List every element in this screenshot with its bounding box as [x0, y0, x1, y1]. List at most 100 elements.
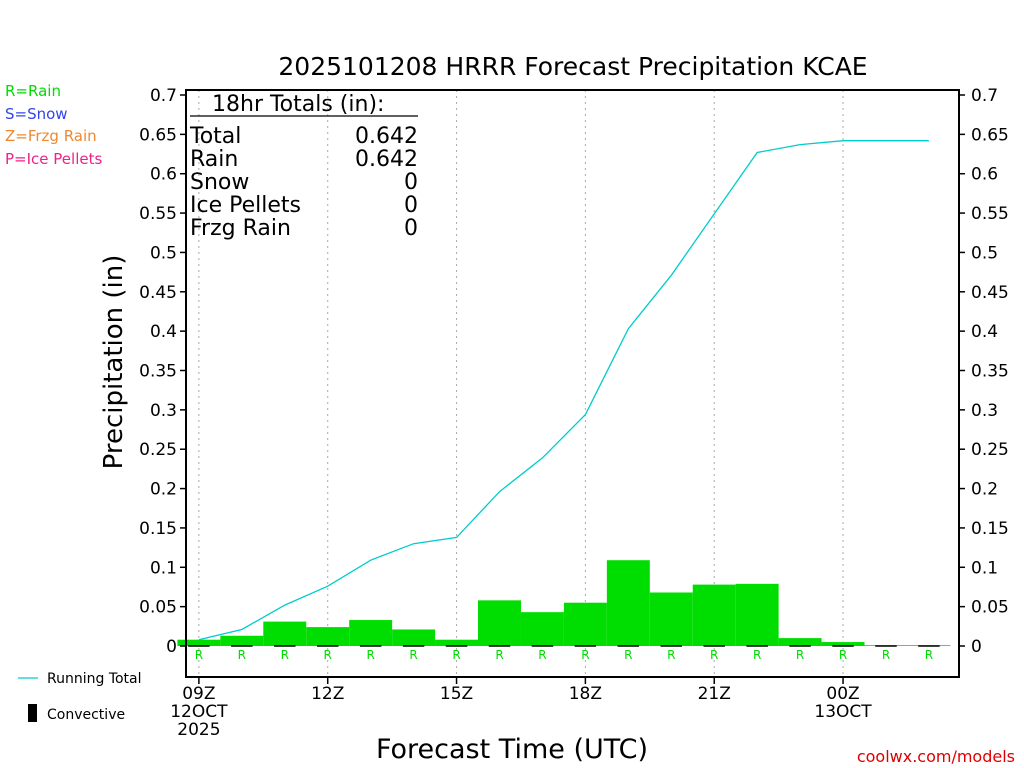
- y-tick-label-right-9: 0.45: [971, 283, 1009, 303]
- ptype-marker-13: R: [366, 648, 374, 662]
- x-tick-label-21Z-0: 21Z: [698, 684, 731, 704]
- totals-label-frzg-rain: Frzg Rain: [190, 216, 291, 241]
- ptype-marker-23: R: [796, 648, 804, 662]
- y-tick-label-right-7: 0.35: [971, 362, 1009, 382]
- y-tick-label-right-5: 0.25: [971, 440, 1009, 460]
- y-tick-label-right-3: 0.15: [971, 519, 1009, 539]
- y-tick-label-left-7: 0.35: [139, 362, 177, 382]
- y-tick-label-right-8: 0.4: [971, 322, 998, 342]
- x-tick-label-15Z-0: 15Z: [440, 684, 473, 704]
- ptype-marker-11: R: [281, 648, 289, 662]
- ptype-marker-15: R: [452, 648, 460, 662]
- totals-label-snow: Snow: [190, 170, 249, 195]
- y-tick-label-right-6: 0.3: [971, 401, 998, 421]
- legend-frzg-rain: Z=Frzg Rain: [5, 127, 97, 145]
- y-tick-label-left-8: 0.4: [150, 322, 177, 342]
- ptype-marker-12: R: [324, 648, 332, 662]
- credit-text: coolwx.com/models: [857, 747, 1015, 766]
- ptype-marker-22: R: [753, 648, 761, 662]
- x-tick-label-00Z-1: 13OCT: [814, 702, 872, 722]
- totals-label-total: Total: [189, 124, 241, 149]
- running-total-line: [198, 140, 929, 641]
- x-tick-label-09Z-1: 12OCT: [170, 702, 228, 722]
- ptype-marker-10: R: [238, 648, 246, 662]
- bar-21: [692, 584, 736, 646]
- bar-20: [649, 592, 693, 646]
- y-tick-label-left-9: 0.45: [139, 283, 177, 303]
- x-tick-label-12Z-0: 12Z: [311, 684, 344, 704]
- legend-snow: S=Snow: [5, 105, 68, 123]
- grid-lines: [198, 90, 844, 677]
- bar-14: [392, 629, 436, 646]
- legend-ice-pellets: P=Ice Pellets: [5, 150, 102, 168]
- running-total-legend-label: Running Total: [47, 671, 142, 687]
- bar-24: [821, 642, 865, 646]
- bar-17: [520, 612, 564, 646]
- y-tick-label-left-0: 0: [166, 637, 177, 657]
- y-tick-label-left-11: 0.55: [139, 204, 177, 224]
- y-tick-label-right-4: 0.2: [971, 480, 998, 500]
- y-tick-label-right-14: 0.7: [971, 86, 998, 106]
- y-tick-label-left-6: 0.3: [150, 401, 177, 421]
- bar-15: [435, 639, 479, 646]
- totals-value-total: 0.642: [355, 124, 418, 149]
- ptype-legend: R=Rain S=Snow Z=Frzg Rain P=Ice Pellets: [5, 82, 102, 168]
- y-tick-label-right-1: 0.05: [971, 598, 1009, 618]
- ptype-marker-14: R: [409, 648, 417, 662]
- legend-rain: R=Rain: [5, 82, 61, 100]
- ptype-marker-26: R: [925, 648, 933, 662]
- ptype-marker-25: R: [882, 648, 890, 662]
- y-tick-label-left-4: 0.2: [150, 480, 177, 500]
- bar-23: [778, 638, 822, 646]
- bar-18: [563, 602, 607, 646]
- chart-title: 2025101208 HRRR Forecast Precipitation K…: [278, 52, 867, 81]
- y-axis-label: Precipitation (in): [99, 255, 129, 470]
- y-tick-label-right-10: 0.5: [971, 243, 998, 263]
- totals-label-rain: Rain: [190, 147, 238, 172]
- bar-9: [177, 639, 221, 646]
- bar-13: [349, 620, 393, 646]
- bar-12: [306, 627, 350, 646]
- ptype-marker-24: R: [839, 648, 847, 662]
- plot-frame: [185, 89, 960, 678]
- y-tick-label-right-0: 0: [971, 637, 982, 657]
- ptype-marker-9: R: [195, 648, 203, 662]
- ptype-marker-17: R: [538, 648, 546, 662]
- series-legend: Running Total Convective: [18, 671, 142, 723]
- ptype-marker-19: R: [624, 648, 632, 662]
- y-tick-label-left-12: 0.6: [150, 165, 177, 185]
- totals-box: 18hr Totals (in): Total 0.642 Rain 0.642…: [189, 92, 418, 241]
- bar-22: [735, 583, 779, 646]
- totals-label-ice-pellets: Ice Pellets: [190, 193, 301, 218]
- ptype-marker-18: R: [581, 648, 589, 662]
- bar-19: [606, 560, 650, 646]
- x-tick-label-18Z-0: 18Z: [569, 684, 602, 704]
- x-axis-label: Forecast Time (UTC): [376, 734, 648, 765]
- y-tick-label-right-13: 0.65: [971, 125, 1009, 145]
- totals-header: 18hr Totals (in):: [212, 92, 384, 117]
- ptype-marker-20: R: [667, 648, 675, 662]
- y-axis-right: 0 0.05 0.1 0.15 0.2 0.25 0.3 0.35 0.4 0.45 0.5 0.55…: [959, 86, 1009, 657]
- y-tick-label-left-1: 0.05: [139, 598, 177, 618]
- y-tick-label-left-10: 0.5: [150, 243, 177, 263]
- bar-series: [177, 560, 951, 647]
- y-tick-label-right-2: 0.1: [971, 558, 998, 578]
- y-axis-left: 0 0.05 0.1 0.15 0.2 0.25 0.3 0.35 0.4 0.45 0.5 0.55…: [139, 86, 186, 657]
- x-tick-label-09Z-0: 09Z: [182, 684, 215, 704]
- bar-10: [220, 635, 264, 646]
- bar-16: [478, 600, 521, 646]
- x-tick-label-00Z-0: 00Z: [826, 684, 859, 704]
- y-tick-label-left-2: 0.1: [150, 558, 177, 578]
- totals-value-frzg-rain: 0: [404, 216, 418, 241]
- convective-legend-label: Convective: [47, 707, 125, 723]
- totals-value-rain: 0.642: [355, 147, 418, 172]
- ptype-marker-21: R: [710, 648, 718, 662]
- y-tick-label-left-13: 0.65: [139, 125, 177, 145]
- convective-legend-swatch: [28, 704, 37, 722]
- totals-value-ice-pellets: 0: [404, 193, 418, 218]
- y-tick-label-left-3: 0.15: [139, 519, 177, 539]
- y-tick-label-right-11: 0.55: [971, 204, 1009, 224]
